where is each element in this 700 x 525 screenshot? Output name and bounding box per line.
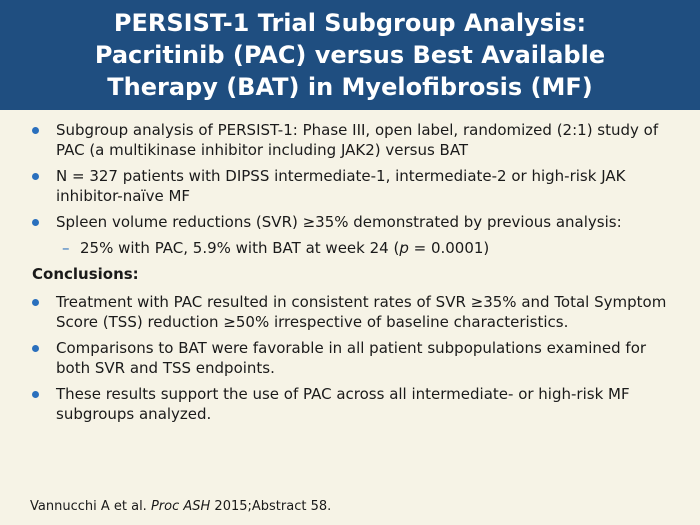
bullet-text: N = 327 patients with DIPSS intermediate… [56, 167, 626, 205]
conclusion-text: Treatment with PAC resulted in consisten… [56, 293, 667, 331]
conclusion-text: Comparisons to BAT were favorable in all… [56, 339, 647, 377]
bullet-item: Subgroup analysis of PERSIST-1: Phase II… [24, 120, 674, 160]
slide-title: PERSIST-1 Trial Subgroup Analysis: Pacri… [85, 7, 615, 103]
bullet-dot-icon [32, 173, 39, 180]
title-line-3: Therapy (BAT) in Myelofibrosis (MF) [107, 73, 593, 101]
citation-journal: Proc ASH [150, 499, 211, 514]
citation-detail: 2015;Abstract 58. [210, 499, 332, 514]
sub-bullet-text-start: 25% with PAC, 5.9% with BAT at week 24 ( [80, 239, 400, 257]
conclusion-text: These results support the use of PAC acr… [56, 385, 630, 423]
p-value-symbol: p [399, 239, 409, 257]
conclusions-heading: Conclusions: [32, 265, 139, 283]
bullet-item: N = 327 patients with DIPSS intermediate… [24, 166, 674, 206]
conclusion-item: Treatment with PAC resulted in consisten… [24, 292, 674, 332]
citation-footer: Vannucchi A et al. Proc ASH 2015;Abstrac… [30, 499, 331, 515]
bullet-dot-icon [32, 127, 39, 134]
bullet-dot-icon [32, 345, 39, 352]
sub-bullet-text-end: = 0.0001) [408, 239, 490, 257]
slide-content: Subgroup analysis of PERSIST-1: Phase II… [24, 120, 674, 430]
title-line-1: PERSIST-1 Trial Subgroup Analysis: [113, 9, 587, 37]
bullet-dot-icon [32, 219, 39, 226]
bullet-dot-icon [32, 391, 39, 398]
bullet-text: Spleen volume reductions (SVR) ≥35% demo… [56, 213, 622, 231]
title-line-2: Pacritinib (PAC) versus Best Available [94, 41, 606, 69]
bullet-item: Spleen volume reductions (SVR) ≥35% demo… [24, 212, 674, 232]
bullet-dot-icon [32, 299, 39, 306]
sub-bullet-item: – 25% with PAC, 5.9% with BAT at week 24… [24, 238, 674, 258]
conclusion-item: These results support the use of PAC acr… [24, 384, 674, 424]
bullet-text: Subgroup analysis of PERSIST-1: Phase II… [56, 121, 659, 159]
title-bar: PERSIST-1 Trial Subgroup Analysis: Pacri… [0, 0, 700, 110]
dash-icon: – [62, 239, 70, 257]
conclusion-item: Comparisons to BAT were favorable in all… [24, 338, 674, 378]
citation-author: Vannucchi A et al. [30, 499, 151, 514]
